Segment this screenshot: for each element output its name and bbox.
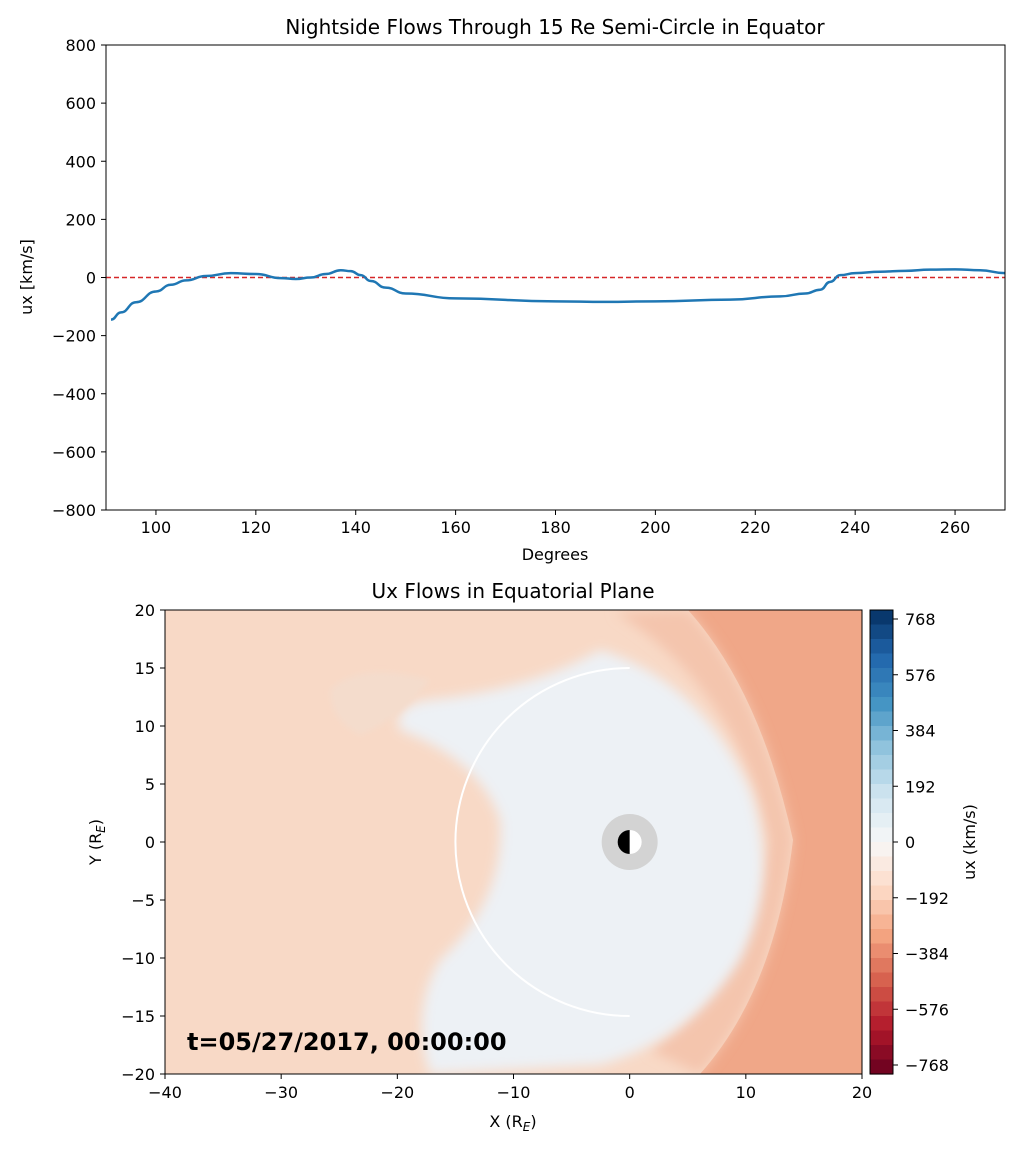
colorbar-label: ux (km/s) (960, 804, 979, 880)
colorbar-band (870, 929, 893, 945)
colorbar-band (870, 682, 893, 698)
x-axis-label: Degrees (522, 545, 589, 564)
y-tick-label: −400 (52, 385, 96, 404)
earth-nightside (617, 830, 630, 854)
map-x-tick-label: −20 (380, 1083, 414, 1102)
map-x-tick-label: −30 (264, 1083, 298, 1102)
colorbar-band (870, 842, 893, 858)
colorbar-band (870, 885, 893, 901)
colorbar-band (870, 1001, 893, 1017)
timestamp-annotation: t=05/27/2017, 00:00:00 (187, 1028, 507, 1056)
colorbar-band (870, 668, 893, 684)
colorbar-band (870, 972, 893, 988)
x-tick-label: 140 (340, 518, 371, 537)
y-tick-label: 800 (65, 36, 96, 55)
colorbar-band (870, 784, 893, 800)
colorbar-tick-label: 576 (905, 666, 936, 685)
map-y-tick-label: −5 (131, 891, 155, 910)
y-axis-label: ux [km/s] (17, 239, 36, 315)
x-tick-label: 200 (640, 518, 671, 537)
colorbar-tick-label: 768 (905, 610, 936, 629)
heatmap-title: Ux Flows in Equatorial Plane (372, 579, 655, 603)
line-chart-ticks: 100 120 140 160 180 200 220 240 260 −800 −600 −400 −… (52, 36, 970, 537)
map-x-axis-label: X (RE) (489, 1112, 536, 1134)
map-y-tick-label: 10 (135, 717, 155, 736)
colorbar-band (870, 726, 893, 742)
map-y-tick-label: 20 (135, 601, 155, 620)
colorbar-tick-label: 0 (905, 833, 915, 852)
map-x-tick-label: 0 (625, 1083, 635, 1102)
map-y-tick-label: 15 (135, 659, 155, 678)
line-chart: Nightside Flows Through 15 Re Semi-Circl… (17, 15, 1006, 564)
colorbar-band (870, 769, 893, 785)
x-tick-label: 240 (840, 518, 871, 537)
colorbar-band (870, 740, 893, 756)
heatmap-field (165, 610, 862, 1074)
colorbar-band (870, 1059, 893, 1075)
map-y-axis-label: Y (RE) (86, 819, 108, 866)
inner-magnetosphere-region (398, 650, 763, 1074)
line-chart-frame (105, 44, 1006, 511)
map-y-tick-label: 0 (145, 833, 155, 852)
colorbar-band (870, 624, 893, 640)
x-tick-label: 160 (440, 518, 471, 537)
colorbar-band (870, 653, 893, 669)
y-tick-label: −600 (52, 443, 96, 462)
colorbar-tick-label: −384 (905, 945, 949, 964)
line-chart-title: Nightside Flows Through 15 Re Semi-Circl… (285, 15, 825, 39)
colorbar-band (870, 958, 893, 974)
colorbar-band (870, 827, 893, 843)
map-x-tick-label: −10 (497, 1083, 531, 1102)
colorbar-tick-label: 384 (905, 722, 936, 741)
y-tick-label: 0 (86, 269, 96, 288)
colorbar-band (870, 1045, 893, 1061)
colorbar-band (870, 871, 893, 887)
map-y-tick-label: −20 (121, 1065, 155, 1084)
series-line (110, 268, 1005, 321)
x-tick-label: 220 (740, 518, 771, 537)
map-y-tick-label: 5 (145, 775, 155, 794)
colorbar-band (870, 697, 893, 713)
heatmap-chart: Ux Flows in Equatorial Plane −40 −30 −20 −1… (86, 579, 979, 1134)
y-tick-label: 200 (65, 210, 96, 229)
colorbar-band (870, 943, 893, 959)
colorbar-band (870, 1030, 893, 1046)
tail-region (330, 672, 430, 735)
colorbar-band (870, 813, 893, 829)
colorbar-tick-label: −192 (905, 889, 949, 908)
x-tick-label: 180 (540, 518, 571, 537)
x-tick-label: 120 (241, 518, 272, 537)
solar-wind-region (688, 610, 862, 1074)
semi-circle-overlay (454, 667, 630, 1017)
colorbar-band (870, 914, 893, 930)
colorbar-band (870, 610, 893, 626)
colorbar-tick-label: −576 (905, 1000, 949, 1019)
colorbar-band (870, 755, 893, 771)
colorbar-tick-label: 192 (905, 777, 936, 796)
colorbar: 768 576 384 192 0 −192 −384 −576 −768 (869, 609, 949, 1075)
map-x-tick-label: −40 (148, 1083, 182, 1102)
y-tick-label: 600 (65, 94, 96, 113)
colorbar-band (870, 987, 893, 1003)
colorbar-band (870, 856, 893, 872)
map-y-tick-label: −10 (121, 949, 155, 968)
colorbar-band (870, 711, 893, 727)
x-tick-label: 260 (940, 518, 971, 537)
map-x-tick-label: 10 (736, 1083, 756, 1102)
colorbar-band (870, 1016, 893, 1032)
map-y-tick-label: −15 (121, 1007, 155, 1026)
heatmap-ticks: −40 −30 −20 −10 0 10 20 20 15 10 5 0 −5 −10 −15 −20 (121, 601, 872, 1102)
y-tick-label: −200 (52, 327, 96, 346)
colorbar-band (870, 798, 893, 814)
y-tick-label: 400 (65, 152, 96, 171)
colorbar-tick-label: −768 (905, 1056, 949, 1075)
colorbar-band (870, 639, 893, 655)
x-tick-label: 100 (141, 518, 172, 537)
magnetosheath-region (615, 610, 793, 1074)
map-x-tick-label: 20 (852, 1083, 872, 1102)
y-tick-label: −800 (52, 501, 96, 520)
colorbar-band (870, 900, 893, 916)
